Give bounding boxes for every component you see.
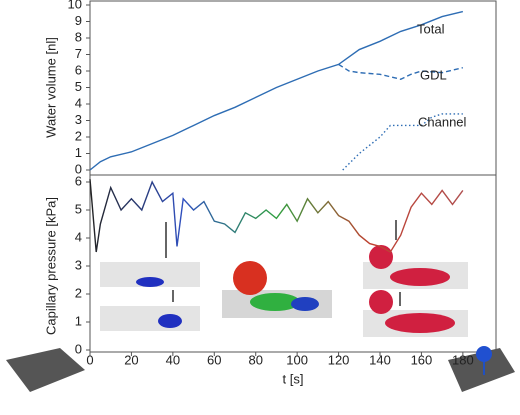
- y-tick-label: 1: [75, 313, 82, 328]
- y-tick-label: 3: [75, 112, 82, 127]
- y-tick-label: 7: [75, 46, 82, 61]
- insets: [6, 220, 515, 392]
- y-tick-label: 0: [75, 161, 82, 176]
- y-tick-label: 5: [75, 79, 82, 94]
- y-tick-label: 8: [75, 29, 82, 44]
- x-tick-label: 180: [452, 352, 474, 367]
- line-series: [342, 113, 463, 171]
- x-tick-label: 40: [166, 352, 180, 367]
- y-axis-label: Capillary pressure [kPa]: [43, 197, 58, 335]
- bottom-frame: [89, 174, 497, 353]
- y-tick-label: 4: [75, 95, 82, 110]
- series-label: Total: [417, 21, 445, 36]
- y-tick-label: 3: [75, 257, 82, 272]
- y-tick-label: 1: [75, 145, 82, 160]
- x-tick-label: 160: [411, 352, 433, 367]
- y-tick-label: 9: [75, 13, 82, 28]
- y-tick-label: 4: [75, 229, 82, 244]
- x-tick-label: 80: [248, 352, 262, 367]
- line-series: [338, 63, 464, 80]
- x-tick-label: 120: [328, 352, 350, 367]
- x-tick-label: 100: [286, 352, 308, 367]
- y-tick-label: 2: [75, 128, 82, 143]
- y-tick-label: 6: [75, 62, 82, 77]
- series-label: Channel: [418, 114, 467, 129]
- x-tick-label: 140: [369, 352, 391, 367]
- series-label: GDL: [420, 67, 447, 82]
- y-axis-label: Water volume [nl]: [43, 37, 58, 138]
- x-tick-label: 60: [207, 352, 221, 367]
- line-series: [89, 10, 464, 171]
- y-tick-label: 2: [75, 285, 82, 300]
- y-tick-label: 0: [75, 341, 82, 356]
- y-tick-label: 6: [75, 173, 82, 188]
- y-tick-label: 5: [75, 201, 82, 216]
- x-tick-label: 20: [124, 352, 138, 367]
- x-tick-label: 0: [86, 352, 93, 367]
- line-series: [89, 179, 464, 253]
- x-axis-label: t [s]: [283, 371, 304, 386]
- y-tick-label: 10: [68, 0, 82, 11]
